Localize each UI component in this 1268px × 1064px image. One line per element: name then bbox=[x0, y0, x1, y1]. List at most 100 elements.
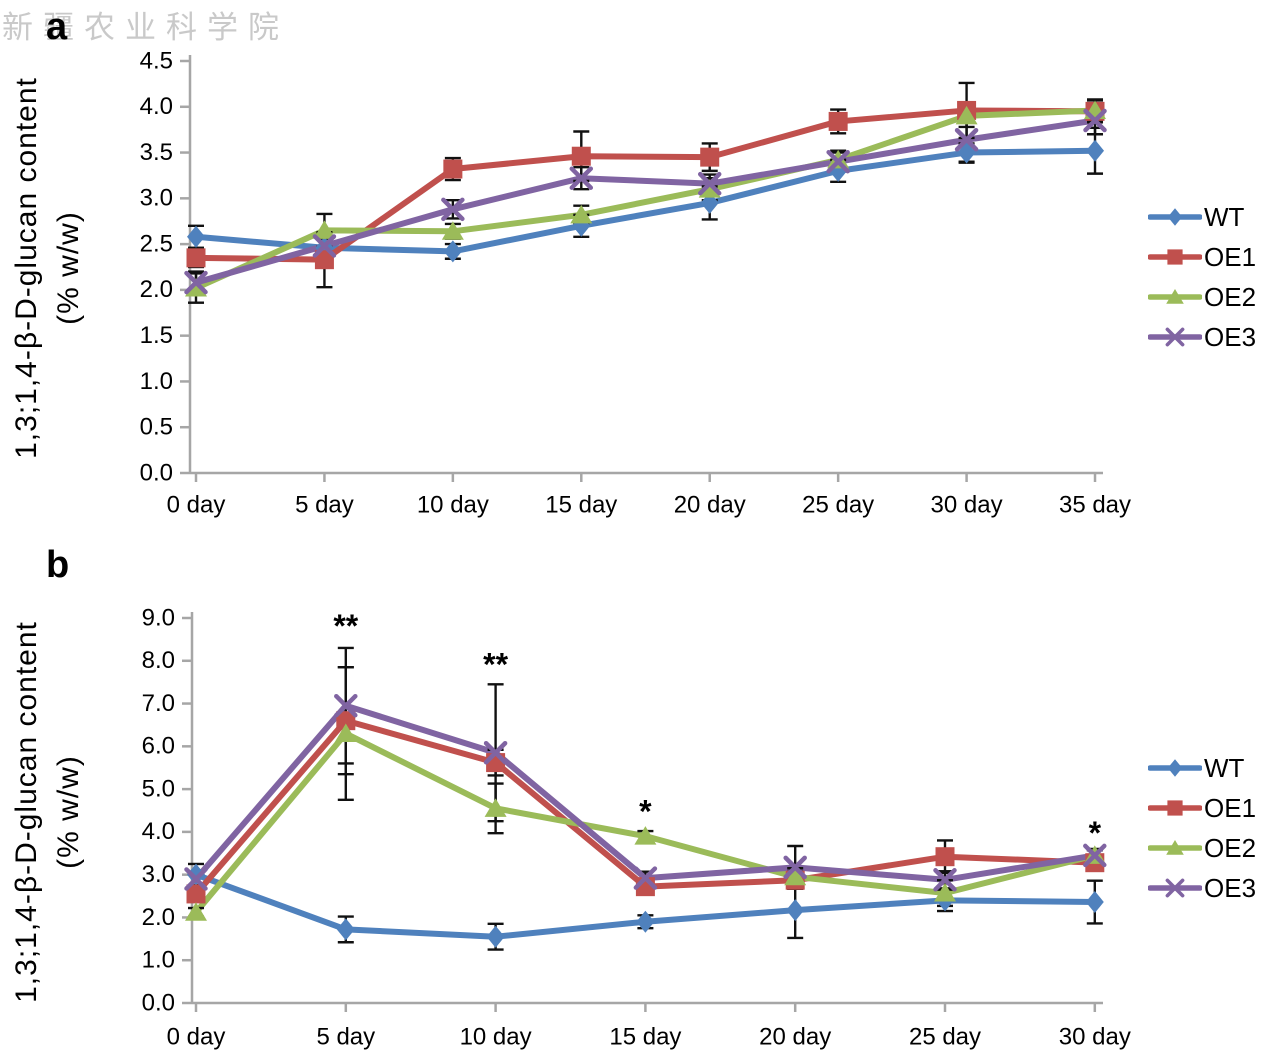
x-tick-label: 30 day bbox=[931, 491, 1003, 518]
y-tick-label: 2.5 bbox=[140, 230, 173, 257]
x-tick-label: 20 day bbox=[759, 1023, 831, 1050]
x-tick-label: 10 day bbox=[417, 491, 489, 518]
oe3-marker-stroke bbox=[633, 866, 658, 890]
wt-marker bbox=[187, 863, 205, 886]
oe3-marker bbox=[697, 171, 722, 196]
legend-label-oe2: OE2 bbox=[1204, 832, 1257, 863]
oe3-marker bbox=[312, 234, 337, 258]
wt-marker bbox=[336, 918, 355, 941]
wt-legend-swatch bbox=[1148, 759, 1202, 777]
oe3-marker bbox=[569, 166, 594, 190]
oe3-marker-stroke bbox=[312, 234, 337, 258]
y-tick-label: 3.0 bbox=[142, 861, 175, 888]
x-tick-label: 25 day bbox=[909, 1023, 981, 1050]
legend-item-a-oe1: OE1 bbox=[1148, 237, 1268, 277]
oe2-legend-marker bbox=[1166, 840, 1184, 855]
legend-label-oe1: OE1 bbox=[1204, 241, 1257, 272]
legend-label-oe3: OE3 bbox=[1204, 321, 1257, 352]
wt-legend-marker bbox=[1167, 759, 1183, 777]
oe3-legend-marker bbox=[1165, 878, 1185, 898]
oe3-marker bbox=[826, 149, 850, 174]
oe2-legend-swatch bbox=[1148, 840, 1202, 855]
oe2-marker bbox=[484, 798, 507, 817]
oe2-marker bbox=[955, 105, 978, 125]
oe2-marker bbox=[570, 204, 593, 224]
y-tick-label: 4.0 bbox=[142, 818, 175, 845]
y-tick-label: 4.5 bbox=[140, 47, 173, 74]
wt-marker bbox=[486, 925, 505, 948]
legend-item-b-wt: WT bbox=[1148, 748, 1268, 788]
oe3-marker bbox=[633, 866, 658, 890]
y-tick-label: 1.0 bbox=[140, 368, 173, 395]
oe2-marker bbox=[185, 278, 207, 297]
oe3-marker-stroke bbox=[826, 149, 850, 174]
x-tick-label: 0 day bbox=[167, 491, 226, 518]
oe1-legend-marker bbox=[1167, 800, 1183, 816]
oe3-legend-marker-stroke bbox=[1165, 327, 1185, 347]
x-tick-label: 0 day bbox=[167, 1023, 226, 1050]
legend-label-wt: WT bbox=[1204, 201, 1245, 232]
oe1-legend-swatch bbox=[1148, 800, 1202, 816]
legend-item-b-oe1: OE1 bbox=[1148, 788, 1268, 828]
y-tick-label: 5.0 bbox=[142, 775, 175, 802]
oe1-marker bbox=[486, 753, 506, 773]
oe1-marker bbox=[700, 147, 720, 167]
chart-a: 0.0 0.5 1.0 1.5 2.0 2.5 3.0 3.5 4.0 4.5 0 day 5 day… bbox=[140, 47, 1131, 518]
significance-annotation: ** bbox=[333, 608, 358, 644]
panel-a-label: a bbox=[46, 6, 68, 48]
legend-label-oe2: OE2 bbox=[1204, 281, 1257, 312]
oe3-marker bbox=[184, 867, 208, 891]
y-tick-label: 3.0 bbox=[140, 185, 173, 212]
oe2-line bbox=[193, 107, 1099, 292]
oe3-legend-marker bbox=[1165, 327, 1185, 347]
wt-legend-swatch bbox=[1148, 208, 1202, 226]
y-tick-label: 0.0 bbox=[142, 989, 175, 1016]
y-tick-label: 3.5 bbox=[140, 139, 173, 166]
oe3-marker-stroke bbox=[184, 867, 208, 891]
significance-annotation: * bbox=[1089, 815, 1102, 851]
x-tick-label: 10 day bbox=[460, 1023, 532, 1050]
x-tick-label: 30 day bbox=[1059, 1023, 1131, 1050]
oe3-marker-stroke bbox=[697, 171, 722, 196]
x-tick-label: 25 day bbox=[802, 491, 874, 518]
y-tick-label: 2.0 bbox=[142, 904, 175, 931]
oe2-marker bbox=[698, 179, 721, 198]
oe2-marker bbox=[334, 723, 357, 742]
panel-b-label: b bbox=[46, 544, 70, 586]
legend-item-a-wt: WT bbox=[1148, 197, 1268, 237]
significance-annotation: ** bbox=[483, 647, 508, 683]
y-tick-label: 6.0 bbox=[142, 733, 175, 760]
y-tick-label: 7.0 bbox=[142, 690, 175, 717]
oe3-marker-stroke bbox=[954, 127, 979, 152]
oe3-marker bbox=[334, 693, 358, 718]
oe1-legend-swatch bbox=[1148, 249, 1202, 265]
oe3-error-bars bbox=[188, 646, 1103, 890]
wt-marker bbox=[786, 899, 805, 922]
oe1-marker bbox=[935, 847, 955, 867]
legend-label-oe3: OE3 bbox=[1204, 872, 1257, 903]
oe3-marker bbox=[441, 197, 465, 222]
axes bbox=[180, 55, 1103, 482]
oe3-marker-stroke bbox=[783, 855, 807, 880]
oe1-marker bbox=[336, 711, 356, 731]
x-tick-label: 15 day bbox=[545, 491, 617, 518]
watermark: 新疆农业科学院 bbox=[2, 10, 289, 46]
y-tick-label: 1.0 bbox=[142, 947, 175, 974]
oe3-marker-stroke bbox=[334, 693, 358, 718]
wt-line bbox=[193, 147, 1099, 255]
legend-a: WT OE1 OE2 OE3 bbox=[1148, 197, 1268, 357]
legend-label-wt: WT bbox=[1204, 752, 1245, 783]
y-tick-label: 8.0 bbox=[142, 647, 175, 674]
oe1-error-bars bbox=[188, 665, 1103, 902]
legend-label-oe1: OE1 bbox=[1204, 792, 1257, 823]
oe2-marker bbox=[441, 221, 464, 240]
oe3-legend-marker-stroke bbox=[1165, 878, 1185, 898]
oe3-legend-swatch bbox=[1148, 327, 1202, 347]
oe3-line bbox=[193, 117, 1099, 286]
x-tick-label: 35 day bbox=[1059, 491, 1131, 518]
oe3-marker-stroke bbox=[441, 197, 465, 222]
chart-b: 0.0 1.0 2.0 3.0 4.0 5.0 6.0 7.0 8.0 9.0 0 day 5 day… bbox=[142, 604, 1131, 1050]
oe1-marker bbox=[186, 248, 206, 268]
oe1-line bbox=[193, 107, 1099, 263]
